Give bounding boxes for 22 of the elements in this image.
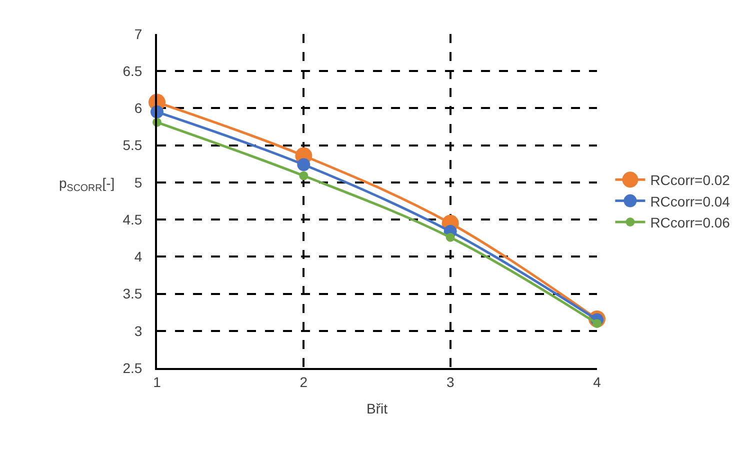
y-tick-label: 2.5 [122,360,142,376]
legend-label: RCcorr=0.06 [650,214,730,230]
legend-label: RCcorr=0.02 [650,172,730,188]
point [297,158,310,172]
x-tick-label: 3 [446,374,454,390]
y-tick-label: 7 [134,26,142,42]
point [446,232,455,242]
y-tick-label: 6.5 [122,63,142,80]
point [299,171,308,180]
x-tick-label: 4 [593,374,602,390]
y-tick-label: 3.5 [122,286,142,302]
legend-label: RCcorr=0.04 [650,193,730,210]
x-tick-label: 2 [300,374,308,390]
x-tick-label: 1 [153,374,162,390]
y-tick-label: 4.5 [122,211,142,228]
y-tick-label: 6 [134,100,142,116]
y-axis-title: p$_{SCORR}$[-] [59,175,115,194]
y-tick-label: 4 [134,248,142,265]
y-tick-label: 5.5 [122,137,142,154]
y-tick-label: 5 [134,174,142,190]
y-tick-label: 3 [134,322,142,339]
x-axis-title: Břit [366,400,388,417]
